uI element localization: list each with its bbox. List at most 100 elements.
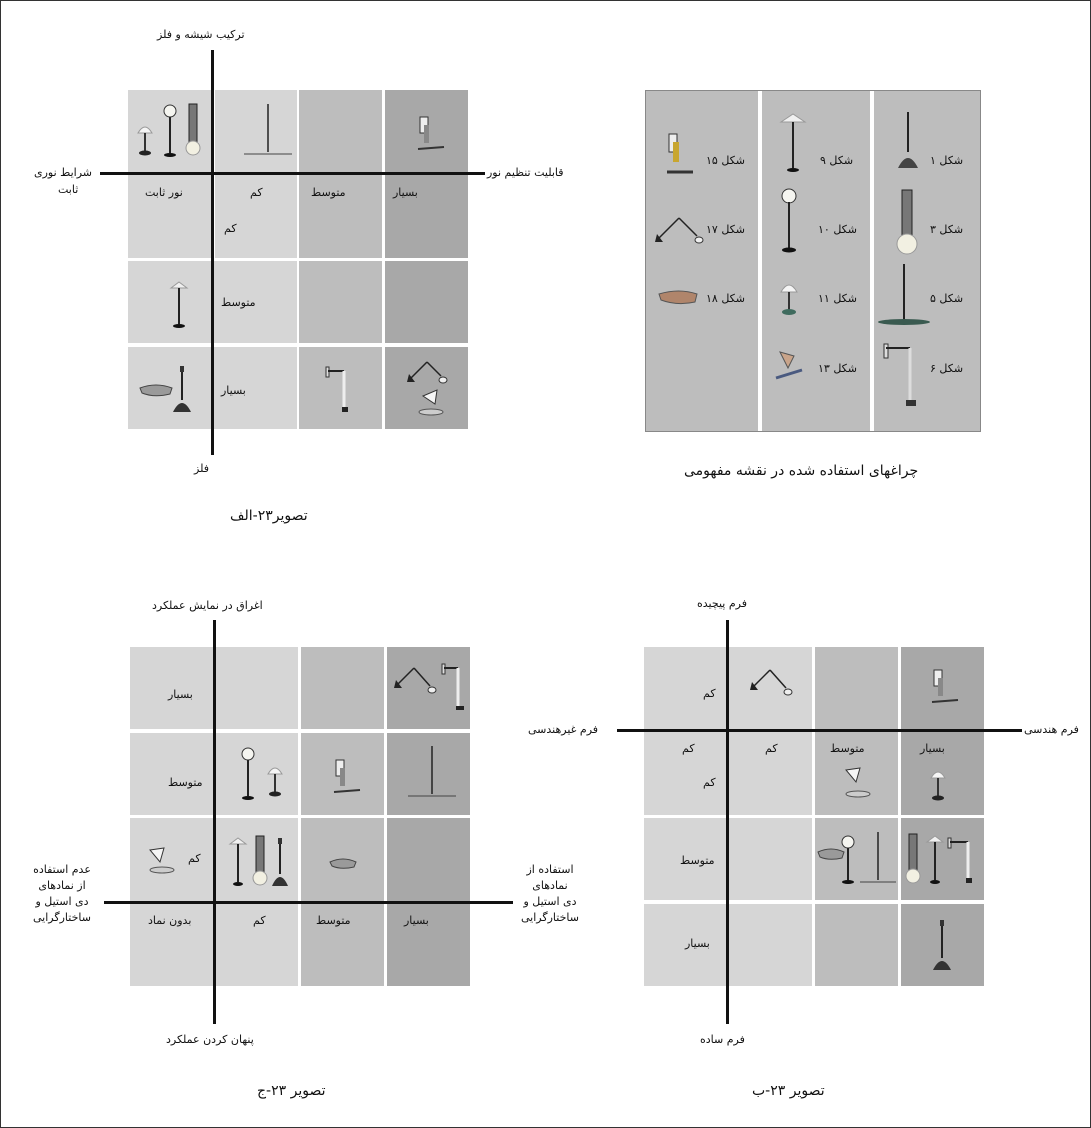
mushroom-table-lamp-icon	[930, 771, 946, 801]
row-label: کم	[703, 687, 716, 700]
disc-pendant-lamp-icon	[860, 832, 896, 883]
wall-sconce-icon	[658, 290, 698, 305]
block-table-lamp-icon	[333, 759, 361, 793]
wall-sconce-icon	[329, 858, 357, 869]
row-label: کم	[188, 852, 201, 865]
articulated-lamp-icon	[750, 669, 793, 696]
legend-divider	[758, 91, 762, 431]
mushroom-table-lamp-icon	[137, 126, 153, 156]
globe-floor-lamp-icon	[241, 747, 255, 800]
vertical-axis	[211, 50, 214, 455]
cone-floor-lamp-icon	[925, 835, 945, 884]
grid-cell	[299, 261, 382, 343]
axis-bottom-label: پنهان کردن عملکرد	[166, 1033, 254, 1046]
legend-divider	[870, 91, 874, 431]
col-label: کم	[253, 914, 266, 927]
cone-floor-lamp-icon	[169, 281, 189, 328]
grid-cell	[301, 647, 384, 729]
legend-label-18: شکل ۱۸	[706, 292, 745, 305]
legend-label-6: شکل ۶	[930, 362, 964, 375]
tube-globe-lamp-icon	[896, 189, 918, 255]
pendant-lamp-icon	[898, 112, 918, 168]
diagram-caption: تصویر ۲۳-ج	[257, 1083, 326, 1099]
pendant-lamp-icon	[173, 366, 191, 412]
cone-floor-lamp-icon	[228, 837, 248, 886]
articulated-lamp-icon	[394, 663, 464, 710]
grid-cell	[815, 904, 898, 986]
pendant-lamp-icon	[272, 838, 288, 886]
row-label: کم	[703, 776, 716, 789]
globe-floor-lamp-icon	[841, 835, 855, 884]
axis-top-label: ترکیب شیشه و فلز	[157, 28, 245, 41]
tube-globe-lamp-icon	[252, 835, 268, 886]
grid-cell	[299, 347, 382, 429]
legend-label-11: شکل ۱۱	[818, 292, 857, 305]
axis-left-label: فرم غیرهندسی	[528, 723, 599, 736]
row-label: متوسط	[168, 776, 203, 789]
horizontal-axis	[617, 729, 1022, 732]
col-label: بدون نماد	[148, 914, 192, 927]
col-label: متوسط	[316, 914, 351, 927]
row-label: متوسط	[680, 854, 715, 867]
wall-sconce-icon	[139, 384, 173, 397]
axis-left-label: عدم استفاده از نمادهای دی استیل و ساختار…	[33, 863, 91, 924]
mushroom-table-lamp-icon	[780, 284, 798, 315]
axis-right-label: قابلیت تنظیم نور	[487, 166, 564, 179]
col-label: متوسط	[311, 186, 346, 199]
legend-label-9: شکل ۹	[820, 154, 854, 167]
col-label: کم	[765, 742, 778, 755]
legend-label-17: شکل ۱۷	[706, 223, 745, 236]
row-label: کم	[224, 222, 237, 235]
arm-floor-lamp-icon	[325, 366, 348, 412]
axis-bottom-label: فرم ساده	[700, 1033, 745, 1046]
vertical-axis	[726, 620, 729, 1024]
arm-floor-lamp-icon	[947, 837, 972, 883]
row-label: متوسط	[221, 296, 256, 309]
mushroom-table-lamp-icon	[267, 767, 283, 797]
disc-pendant-lamp-icon	[408, 746, 456, 797]
globe-floor-lamp-icon	[163, 104, 177, 157]
legend-background	[645, 90, 981, 432]
col-label: کم	[682, 742, 695, 755]
block-table-lamp-icon	[931, 669, 959, 703]
horizontal-axis	[104, 901, 513, 904]
wall-sconce-icon	[817, 848, 845, 860]
axis-top-label: اغراق در نمایش عملکرد	[152, 599, 263, 612]
col-label: نور ثابت	[145, 186, 183, 199]
disc-pendant-lamp-icon	[244, 104, 292, 155]
diagram-caption: تصویر۲۳-الف	[230, 508, 308, 524]
horizontal-axis	[100, 172, 485, 175]
desk-spot-lamp-icon	[149, 847, 175, 874]
col-label: متوسط	[830, 742, 865, 755]
vertical-axis	[213, 620, 216, 1024]
legend-label-13: شکل ۱۳	[818, 362, 857, 375]
legend-label-3: شکل ۳	[930, 223, 964, 236]
col-label: بسیار	[404, 914, 429, 927]
globe-floor-lamp-icon	[781, 188, 797, 253]
legend-title: چراغهای استفاده شده در نقشه مفهومی	[684, 463, 919, 479]
articulated-lamp-icon	[407, 361, 448, 416]
disc-pendant-lamp-icon	[878, 264, 930, 325]
legend-label-5: شکل ۵	[930, 292, 964, 305]
axis-left-label: شرایط نوری	[34, 166, 93, 179]
axis-top-label: فرم پیچیده	[697, 597, 747, 610]
row-label: بسیار	[221, 384, 246, 397]
block-table-lamp-icon	[667, 133, 693, 174]
row-label: بسیار	[168, 688, 193, 701]
col-label: بسیار	[393, 186, 418, 199]
legend-label-1: شکل ۱	[930, 154, 964, 167]
desk-spot-lamp-icon	[845, 767, 871, 798]
tube-globe-lamp-icon	[905, 833, 921, 884]
legend-label-10: شکل ۱۰	[818, 223, 857, 236]
diagram-caption: تصویر ۲۳-ب	[752, 1083, 825, 1099]
col-label: بسیار	[920, 742, 945, 755]
col-label: کم	[250, 186, 263, 199]
desk-spot-lamp-icon	[775, 351, 803, 380]
axis-bottom-label: فلز	[194, 462, 209, 475]
legend-label-15: شکل ۱۵	[706, 154, 745, 167]
axis-left-label: ثابت	[58, 183, 79, 196]
arm-floor-lamp-icon	[883, 343, 916, 406]
articulated-lamp-icon	[655, 217, 704, 244]
axis-right-label: استفاده از نمادهای دی استیل و ساختارگرای…	[521, 863, 579, 924]
tube-globe-lamp-icon	[185, 103, 201, 156]
